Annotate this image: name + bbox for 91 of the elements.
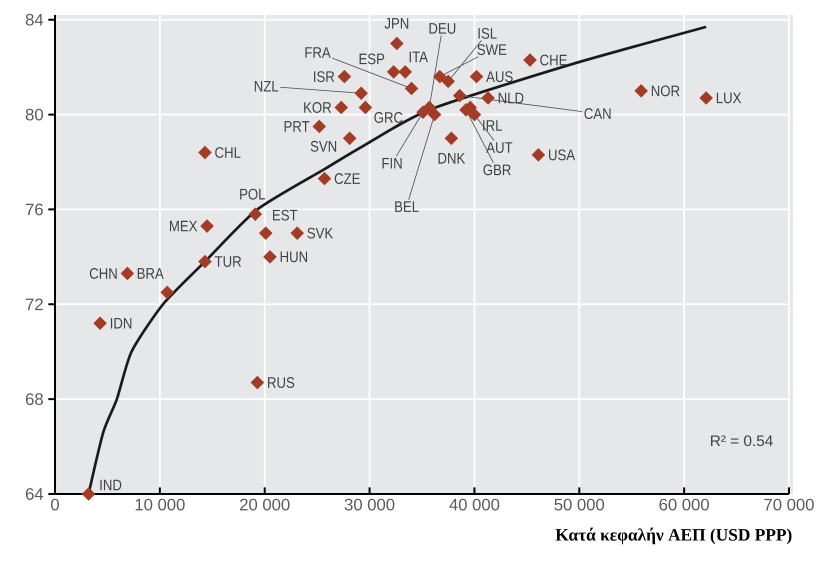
point xyxy=(404,82,418,96)
annotation: USA xyxy=(549,149,576,160)
x-tick-label: 60 000 xyxy=(659,498,709,510)
point xyxy=(468,108,482,122)
point xyxy=(342,132,356,145)
y-tick-label: 64 xyxy=(26,488,44,500)
point xyxy=(290,226,304,240)
annotation: BEL xyxy=(395,201,419,212)
point xyxy=(433,70,447,84)
annotation: SWE xyxy=(477,44,506,56)
x-tick-label: 40 000 xyxy=(449,498,500,510)
annotation: CHL xyxy=(215,147,240,158)
point xyxy=(259,226,272,240)
y-tick-label: 84 xyxy=(26,14,44,26)
y-tick-label: 76 xyxy=(26,204,43,216)
annotation: R² = 0.54 xyxy=(711,435,773,446)
annotation: ITA xyxy=(410,52,428,62)
x-tick-label: 70 000 xyxy=(764,498,814,510)
y-tick-label: 68 xyxy=(26,393,43,406)
x-tick-label: 10 000 xyxy=(136,498,185,510)
point xyxy=(93,316,107,330)
point xyxy=(416,106,430,119)
point xyxy=(354,86,368,100)
y-tick-label: 72 xyxy=(26,298,43,310)
point xyxy=(198,146,212,160)
annotation: AUS xyxy=(486,71,513,82)
annotation: IRL xyxy=(483,120,502,131)
annotation: DNK xyxy=(438,153,466,164)
point xyxy=(248,207,262,221)
annotation: GRC xyxy=(374,112,403,123)
annotation: NLD xyxy=(498,92,524,104)
point xyxy=(481,91,495,105)
x-tick-label: 20 000 xyxy=(240,498,290,510)
annotation: ISL xyxy=(478,28,497,39)
point xyxy=(470,70,484,84)
annotation: POL xyxy=(240,188,266,200)
point xyxy=(442,74,455,88)
point xyxy=(318,172,332,186)
annotation: CZE xyxy=(334,173,360,184)
annotation: FRA xyxy=(305,47,331,58)
point xyxy=(444,132,458,145)
point xyxy=(387,65,400,79)
annotation: ISR xyxy=(314,71,334,82)
annotation: HUN xyxy=(280,252,308,262)
annotation: RUS xyxy=(268,377,294,388)
point xyxy=(120,266,134,280)
annotation: TUR xyxy=(214,256,242,267)
annotation: CAN xyxy=(584,108,611,120)
point xyxy=(250,376,264,390)
annotation: FIN xyxy=(382,158,402,168)
annotation: KOR xyxy=(304,102,332,113)
x-axis-title: Κατά κεφαλήν ΑΕΠ (USD PPP) xyxy=(556,528,792,544)
point xyxy=(428,108,442,122)
point xyxy=(160,286,174,300)
annotation: AUT xyxy=(486,142,512,153)
annotation: EST xyxy=(273,210,298,221)
annotation: IND xyxy=(100,480,122,490)
point xyxy=(263,250,277,264)
point xyxy=(398,65,412,79)
point xyxy=(312,120,326,134)
annotation: NZL xyxy=(254,80,278,92)
point xyxy=(200,219,214,233)
y-tick-label: 80 xyxy=(26,108,43,120)
annotation: BRA xyxy=(138,268,164,279)
annotation: PRT xyxy=(284,121,310,132)
point xyxy=(532,148,546,162)
x-tick-label: 50 000 xyxy=(554,498,604,510)
annotation: IDN xyxy=(110,318,132,329)
annotation: GBR xyxy=(483,164,511,176)
point xyxy=(358,100,372,114)
annotation: CHE xyxy=(540,54,567,66)
point xyxy=(82,487,96,501)
point xyxy=(390,36,404,50)
x-tick-label: 0 xyxy=(51,498,59,510)
point xyxy=(453,88,466,102)
point xyxy=(198,254,212,268)
x-tick-label: 30 000 xyxy=(344,498,394,510)
annotation: ESP xyxy=(360,53,384,64)
annotation: CHN xyxy=(90,268,117,279)
point xyxy=(634,84,648,98)
annotation: DEU xyxy=(430,23,456,34)
annotation: LUX xyxy=(716,92,742,104)
annotation: JPN xyxy=(384,18,408,29)
point xyxy=(338,70,352,84)
annotation: SVN xyxy=(310,140,336,152)
point xyxy=(523,53,537,67)
annotation: MEX xyxy=(170,220,198,232)
point xyxy=(334,100,348,114)
point xyxy=(699,91,713,105)
annotation: SVK xyxy=(307,228,334,239)
annotation: NOR xyxy=(652,85,680,96)
